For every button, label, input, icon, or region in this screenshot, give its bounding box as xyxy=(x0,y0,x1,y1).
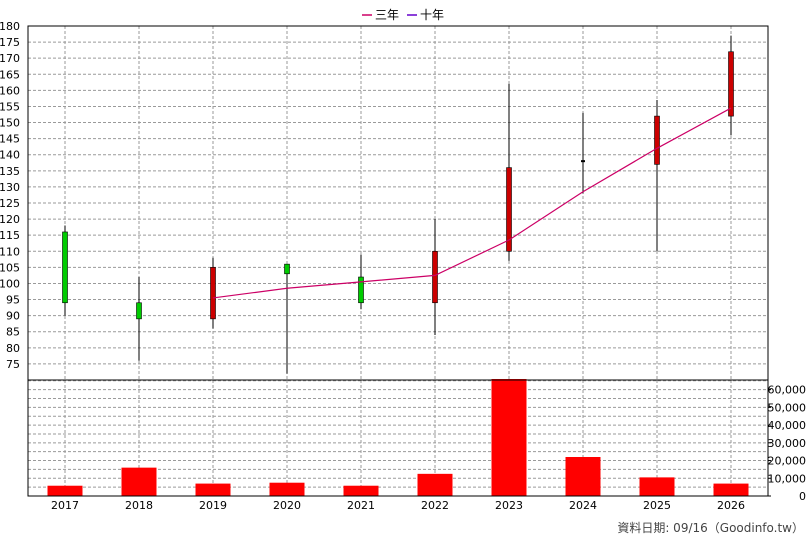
legend: 三年 十年 xyxy=(362,8,444,22)
volume-axis-ticks: 0 10,000 20,000 30,000 40,000 50,000 60,000 xyxy=(768,384,807,503)
three-year-line xyxy=(212,107,732,299)
price-tick-label: 105 xyxy=(0,261,20,274)
volume-tick-label: 20,000 xyxy=(768,455,807,468)
price-tick-label: 75 xyxy=(6,358,20,371)
price-tick-label: 95 xyxy=(6,294,20,307)
price-tick-label: 150 xyxy=(0,117,20,130)
candle-body-2018 xyxy=(136,302,142,320)
price-tick-label: 175 xyxy=(0,36,20,49)
x-tick-label: 2025 xyxy=(643,499,671,512)
price-tick-label: 130 xyxy=(0,181,20,194)
candle-body-2020 xyxy=(284,263,290,275)
price-grid xyxy=(28,25,768,380)
x-tick-label: 2026 xyxy=(717,499,745,512)
price-tick-label: 90 xyxy=(6,310,20,323)
x-tick-label: 2023 xyxy=(495,499,523,512)
x-tick-label: 2020 xyxy=(273,499,301,512)
candlesticks xyxy=(62,35,734,374)
price-tick-label: 180 xyxy=(0,20,20,33)
volume-bar-2018 xyxy=(121,467,157,496)
candle-body-2021 xyxy=(358,276,364,304)
volume-tick-label: 60,000 xyxy=(768,384,807,397)
volume-bar-2023 xyxy=(491,379,527,496)
volume-bar-2020 xyxy=(269,482,305,496)
credit-text: 資料日期: 09/16（Goodinfo.tw） xyxy=(617,521,804,535)
candle-body-2023 xyxy=(506,167,512,252)
moving-average-lines xyxy=(212,107,732,299)
volume-bar-2021 xyxy=(343,485,379,496)
candle-body-2019 xyxy=(210,267,216,320)
volume-tick-label: 40,000 xyxy=(768,419,807,432)
x-tick-label: 2018 xyxy=(125,499,153,512)
volume-bar-2024 xyxy=(565,457,601,496)
price-tick-label: 145 xyxy=(0,133,20,146)
volume-bar-2017 xyxy=(47,485,83,496)
price-tick-label: 110 xyxy=(0,245,20,258)
ten-year-legend-label: 十年 xyxy=(420,8,444,22)
price-tick-label: 165 xyxy=(0,68,20,81)
price-tick-label: 170 xyxy=(0,52,20,65)
price-tick-label: 160 xyxy=(0,84,20,97)
candle-body-2017 xyxy=(62,231,68,304)
x-tick-label: 2024 xyxy=(569,499,597,512)
volume-tick-label: 50,000 xyxy=(768,401,807,414)
volume-bars xyxy=(47,379,749,496)
volume-bar-2025 xyxy=(639,477,675,496)
candle-body-2026 xyxy=(728,51,734,117)
price-tick-label: 80 xyxy=(6,342,20,355)
price-tick-label: 140 xyxy=(0,149,20,162)
price-tick-label: 155 xyxy=(0,100,20,113)
volume-tick-label: 30,000 xyxy=(768,437,807,450)
price-tick-label: 85 xyxy=(6,326,20,339)
price-tick-label: 115 xyxy=(0,229,20,242)
volume-tick-label: 10,000 xyxy=(768,472,807,485)
candle-body-2022 xyxy=(432,250,438,304)
volume-bar-2022 xyxy=(417,473,453,496)
volume-bar-2026 xyxy=(713,483,749,496)
x-tick-label: 2017 xyxy=(51,499,79,512)
x-tick-label: 2022 xyxy=(421,499,449,512)
three-year-legend-label: 三年 xyxy=(375,8,399,22)
price-tick-label: 120 xyxy=(0,213,20,226)
volume-plot-frame xyxy=(27,379,769,497)
x-tick-label: 2021 xyxy=(347,499,375,512)
price-tick-label: 135 xyxy=(0,165,20,178)
volume-tick-label: 0 xyxy=(799,490,806,503)
price-tick-label: 100 xyxy=(0,277,20,290)
candle-body-2025 xyxy=(654,115,660,165)
volume-bar-2019 xyxy=(195,483,231,496)
price-axis-ticks: 75 80 85 90 95 100 105 110 115 120 125 130 135 140 145… xyxy=(0,20,20,371)
plot-frames xyxy=(27,25,769,497)
x-tick-label: 2019 xyxy=(199,499,227,512)
x-axis-ticks: 2017 2018 2019 2020 2021 2022 2023 2024 2025 2026 xyxy=(51,499,745,512)
price-tick-label: 125 xyxy=(0,197,20,210)
